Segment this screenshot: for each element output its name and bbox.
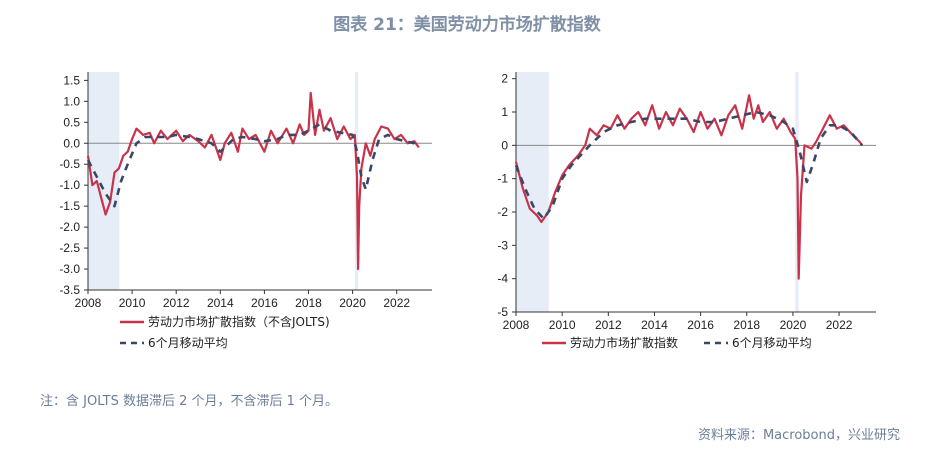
x-tick-label: 2022 bbox=[826, 318, 853, 332]
figure-title: 图表 21：美国劳动力市场扩散指数 bbox=[333, 15, 601, 35]
x-tick-label: 2018 bbox=[295, 296, 322, 310]
y-tick-label: -1.5 bbox=[59, 199, 80, 213]
x-tick-label: 2012 bbox=[163, 296, 190, 310]
x-tick-label: 2022 bbox=[383, 296, 410, 310]
y-tick-label: 1.5 bbox=[63, 73, 80, 87]
y-tick-label: -2.5 bbox=[59, 241, 80, 255]
y-tick-label: -0.5 bbox=[59, 157, 80, 171]
source-line: 资料来源：Macrobond，兴业研究 bbox=[697, 428, 900, 443]
chart-left: 1.5 1.0 0.5 0.0 -0.5 -1.0 -1.5 -2.0 -2.5 -3.0 -3.5… bbox=[59, 72, 432, 350]
y-tick-label: 1 bbox=[501, 105, 508, 119]
legend-label-0: 劳动力市场扩散指数 bbox=[570, 335, 678, 350]
y-tick-label: -1.0 bbox=[59, 178, 80, 192]
x-tick-label: 2008 bbox=[75, 296, 102, 310]
x-tick-label: 2014 bbox=[641, 318, 668, 332]
y-tick-label: -2.0 bbox=[59, 220, 80, 234]
y-tick-label: -4 bbox=[497, 272, 508, 286]
x-tick-label: 2012 bbox=[595, 318, 622, 332]
legend-label-1: 6个月移动平均 bbox=[148, 336, 228, 350]
y-tick-label: 0.0 bbox=[63, 136, 80, 150]
x-tick-label: 2020 bbox=[780, 318, 807, 332]
y-tick-label: 0 bbox=[501, 138, 508, 152]
x-tick-label: 2008 bbox=[503, 318, 530, 332]
recession-band-0 bbox=[516, 72, 549, 312]
x-tick-label: 2016 bbox=[251, 296, 278, 310]
y-tick-label: 1.0 bbox=[63, 94, 80, 108]
series-line-moving-average bbox=[86, 123, 420, 208]
y-tick-label: 0.5 bbox=[63, 115, 80, 129]
y-tick-label: -5 bbox=[497, 305, 508, 319]
y-tick-label: 2 bbox=[501, 72, 508, 86]
y-tick-label: -1 bbox=[497, 172, 508, 186]
x-tick-label: 2010 bbox=[119, 296, 146, 310]
y-tick-label: -3.5 bbox=[59, 283, 80, 297]
footnote: 注：含 JOLTS 数据滞后 2 个月，不含滞后 1 个月。 bbox=[40, 394, 339, 409]
x-tick-label: 2014 bbox=[207, 296, 234, 310]
legend-label-1: 6个月移动平均 bbox=[732, 336, 812, 350]
x-tick-label: 2016 bbox=[687, 318, 714, 332]
legend-label-0: 劳动力市场扩散指数（不含JOLTS) bbox=[148, 314, 330, 329]
series-line-moving-average bbox=[514, 110, 864, 220]
y-tick-label: -2 bbox=[497, 205, 508, 219]
series-line-diffusion-index bbox=[514, 94, 864, 280]
series-line-diffusion-index bbox=[86, 91, 420, 271]
y-tick-label: -3 bbox=[497, 238, 508, 252]
x-tick-label: 2018 bbox=[733, 318, 760, 332]
x-tick-label: 2020 bbox=[339, 296, 366, 310]
x-tick-label: 2010 bbox=[549, 318, 576, 332]
y-tick-label: -3.0 bbox=[59, 262, 80, 276]
